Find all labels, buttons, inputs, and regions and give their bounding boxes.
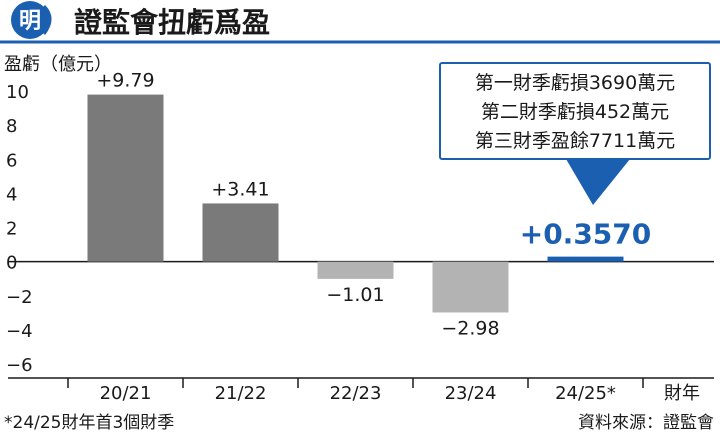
category-label: 24/25* <box>555 383 616 404</box>
y-tick-label: 0 <box>6 253 17 274</box>
callout-line-1: 第一財季虧損3690萬元 <box>475 72 675 94</box>
bar-22-23 <box>317 261 394 279</box>
category-label: 20/21 <box>100 383 152 404</box>
y-tick-label: −2 <box>6 287 33 308</box>
callout: 第一財季虧損3690萬元 第二財季虧損452萬元 第三財季盈餘7711萬元 <box>439 62 711 205</box>
chart-title: 證監會扭虧爲盈 <box>74 6 270 39</box>
data-label: +3.41 <box>211 178 269 200</box>
y-tick-label: −4 <box>6 321 33 342</box>
bars <box>87 94 624 313</box>
logo-text: 明 <box>19 9 41 34</box>
y-axis-ticks: 10 8 6 4 2 0 −2 −4 −6 <box>6 82 33 376</box>
header: 明 證監會扭虧爲盈 <box>0 1 720 44</box>
x-axis-ticks <box>67 378 644 388</box>
data-label: +0.3570 <box>520 218 652 251</box>
category-label: 22/23 <box>330 383 382 404</box>
callout-line-3: 第三財季盈餘7711萬元 <box>475 130 675 152</box>
y-tick-label: 4 <box>6 184 17 205</box>
y-tick-label: 8 <box>6 116 17 137</box>
data-label: −2.98 <box>441 317 499 339</box>
category-label: 21/22 <box>215 383 267 404</box>
footnote: *24/25財年首3個財季 <box>4 413 174 433</box>
source: 資料來源：證監會 <box>578 413 714 433</box>
y-tick-label: 2 <box>6 219 17 240</box>
y-tick-label: 6 <box>6 150 17 171</box>
bar-21-22 <box>202 203 279 262</box>
bar-20-21 <box>87 94 164 262</box>
data-label: +9.79 <box>96 70 154 92</box>
bar-23-24 <box>432 261 509 313</box>
data-labels: +9.79 +3.41 −1.01 −2.98 +0.3570 <box>96 70 651 340</box>
logo-icon <box>11 1 49 39</box>
y-tick-label: 10 <box>6 82 29 103</box>
y-tick-label: −6 <box>6 355 33 376</box>
y-axis-label: 盈虧（億元） <box>4 54 112 75</box>
bar-24-25- <box>547 256 624 262</box>
category-labels: 20/21 21/22 22/23 23/24 24/25* <box>100 383 616 404</box>
x-axis-label: 財年 <box>664 383 700 404</box>
logo-swoosh <box>42 4 52 35</box>
data-label: −1.01 <box>326 284 384 306</box>
category-label: 23/24 <box>445 383 497 404</box>
callout-pointer <box>566 159 630 205</box>
callout-line-2: 第二財季虧損452萬元 <box>481 101 669 123</box>
